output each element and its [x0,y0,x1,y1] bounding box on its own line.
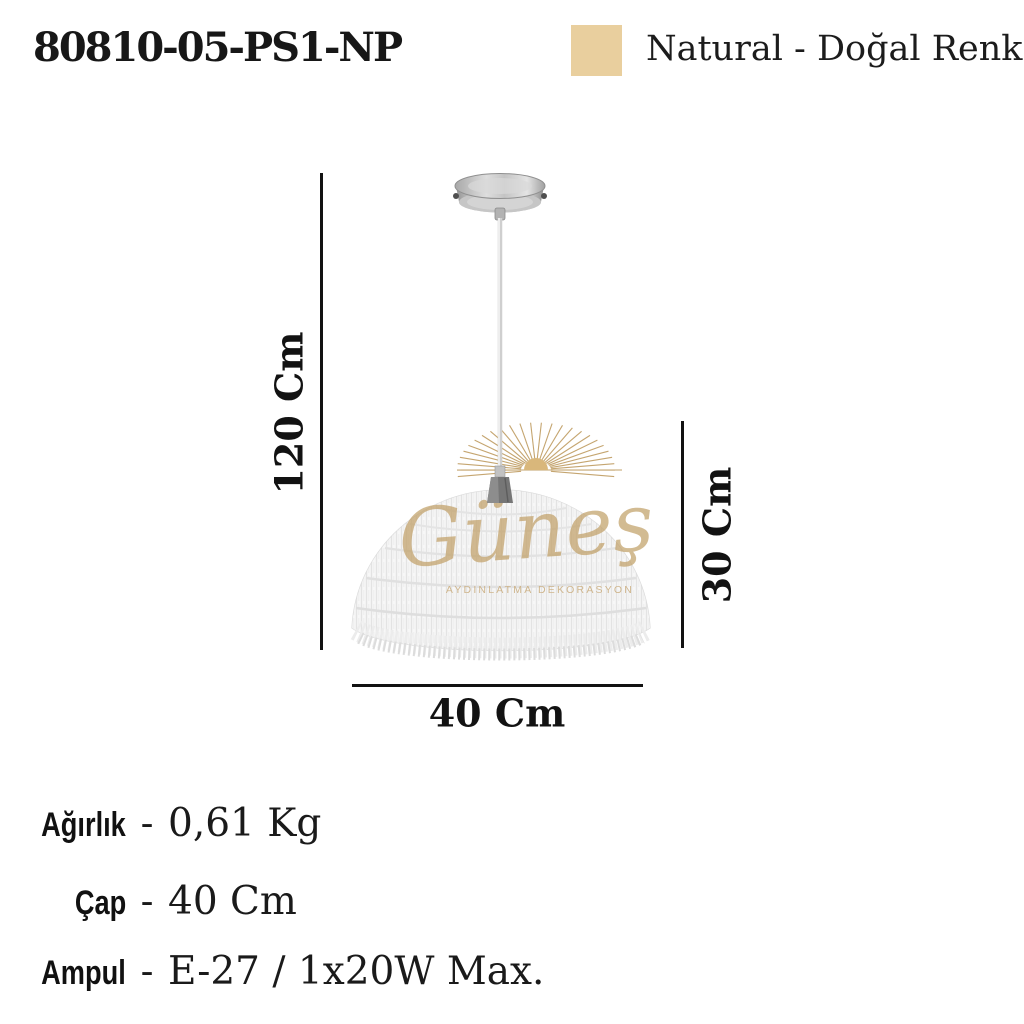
spec-separator: - [140,949,154,993]
total-height-dimension-line [320,173,323,650]
sun-logo-watermark [456,422,622,478]
spec-row-weight: Ağırlık - 0,61 Kg [20,801,321,846]
spec-row-diameter: Çap - 40 Cm [20,879,297,924]
spec-label-diameter: Çap [74,884,126,922]
shade-height-dimension-label: 30 Cm [694,466,740,604]
shade-height-dimension-line [681,421,684,648]
spec-label-weight: Ağırlık [41,806,126,844]
total-height-dimension-label: 120 Cm [266,331,312,495]
spec-label-bulb: Ampul [41,954,126,992]
spec-value-weight: 0,61 Kg [168,801,322,846]
pendant-cord [497,218,503,478]
brand-tagline-watermark: AYDINLATMA DEKORASYON [446,584,634,596]
diameter-dimension-line [352,684,643,687]
brand-script-watermark: Güneş [395,475,656,586]
spec-separator: - [140,879,154,923]
color-swatch [571,25,622,76]
spec-value-diameter: 40 Cm [168,879,297,924]
spec-separator: - [140,801,154,845]
color-swatch-label: Natural - Doğal Renk [646,29,1023,69]
spec-value-bulb: E-27 / 1x20W Max. [168,949,545,994]
wicker-shade [350,489,652,661]
cord-grip [487,465,513,503]
product-code: 80810-05-PS1-NP [33,24,403,71]
ceiling-canopy [453,173,547,221]
diameter-dimension-label: 40 Cm [428,690,566,736]
spec-row-bulb: Ampul - E-27 / 1x20W Max. [20,949,544,994]
